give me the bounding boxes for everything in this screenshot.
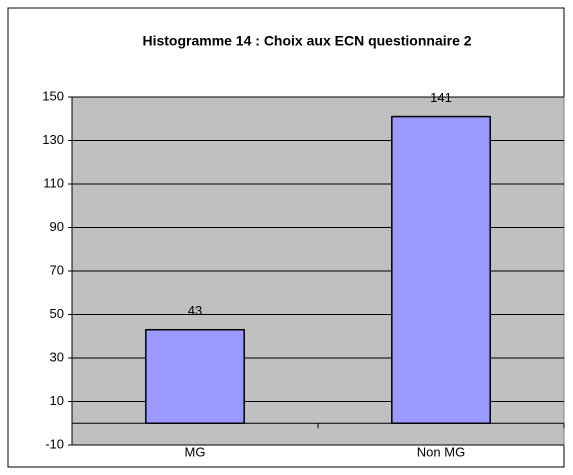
x-tick-label: MG [185,444,206,459]
data-label: 43 [188,303,202,318]
y-tick-label: 30 [50,349,64,364]
data-label: 141 [430,90,452,105]
y-tick-label: -10 [45,436,64,451]
y-tick-label: 150 [42,88,64,103]
y-tick-label: 130 [42,132,64,147]
y-tick-label: 70 [50,262,64,277]
x-tick-label: Non MG [417,444,465,459]
chart-title: Histogramme 14 : Choix aux ECN questionn… [142,33,471,49]
y-tick-label: 110 [43,175,64,190]
bar [145,328,245,425]
y-tick-label: 10 [50,393,64,408]
y-tick-label: 90 [50,219,64,234]
bar [391,115,491,424]
y-tick-label: 50 [50,306,64,321]
